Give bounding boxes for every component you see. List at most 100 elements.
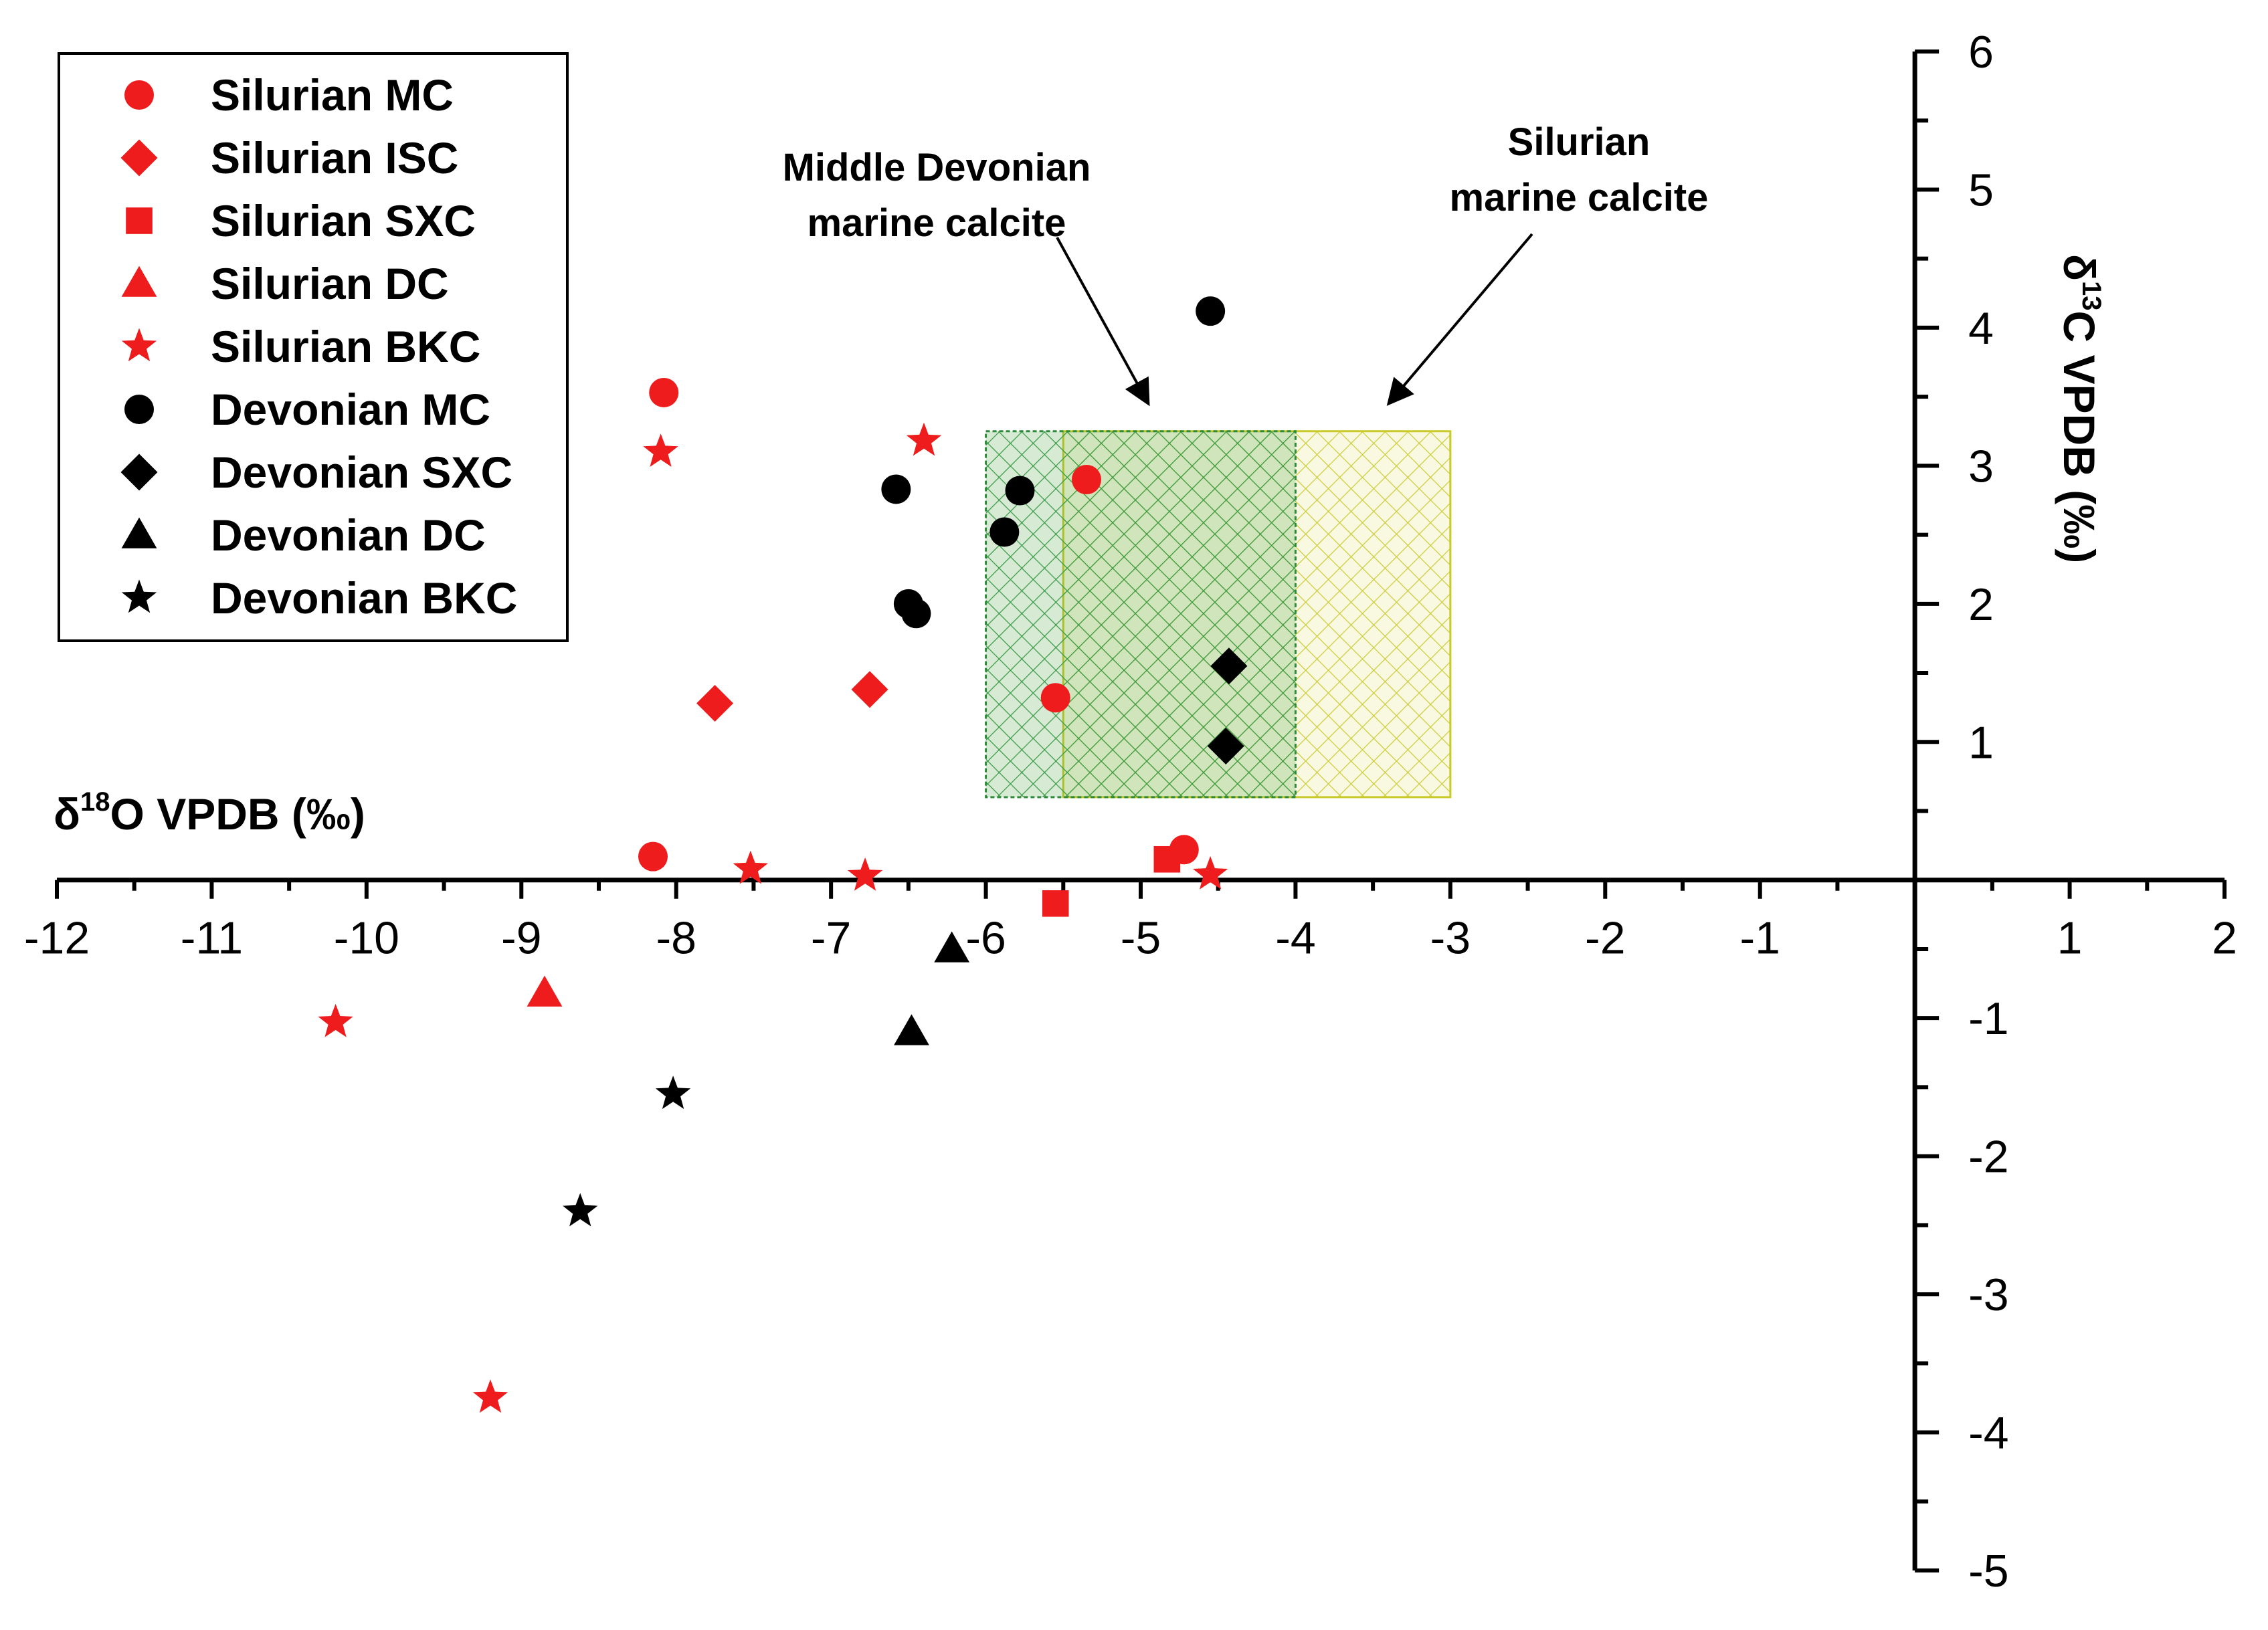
annotation-line: Silurian — [1508, 120, 1650, 164]
series-silurian-sxc — [1042, 845, 1181, 917]
annotation-arrow — [1056, 237, 1150, 407]
annotation-line: Middle Devonian — [783, 146, 1091, 189]
data-point-circle — [989, 517, 1020, 547]
data-point-circle — [1196, 296, 1226, 326]
legend-marker-diamond — [120, 453, 158, 491]
data-point-star — [643, 433, 678, 467]
legend-label: Devonian BKC — [211, 573, 517, 623]
y-axis-title-rest: C VPDB (‰) — [2055, 311, 2104, 564]
data-point-star — [906, 422, 942, 456]
legend: Silurian MC Silurian ISC Silurian SXC Silur… — [58, 52, 569, 642]
data-point-diamond — [851, 671, 888, 708]
x-tick-label: -1 — [1739, 913, 1780, 964]
legend-label: Silurian DC — [211, 259, 449, 308]
data-point-diamond — [1210, 647, 1248, 685]
data-point-circle — [649, 377, 679, 407]
data-point-square — [1042, 890, 1069, 917]
x-tick-label: -10 — [334, 913, 399, 964]
series-devonian-bkc — [563, 1076, 691, 1227]
data-point-star — [655, 1076, 691, 1109]
data-point-circle — [901, 599, 931, 629]
y-tick-label: 3 — [1968, 441, 1994, 492]
data-point-circle — [1040, 683, 1070, 713]
legend-marker-square — [126, 207, 153, 234]
data-point-triangle — [527, 975, 563, 1007]
series-devonian-dc — [894, 931, 970, 1045]
legend-marker-circle — [124, 80, 154, 110]
legend-label: Silurian MC — [211, 70, 454, 120]
legend-item: Silurian BKC — [121, 322, 480, 371]
legend-label: Silurian SXC — [211, 196, 476, 245]
data-point-square — [1153, 845, 1181, 873]
x-axis-title-prefix: δ — [54, 789, 80, 839]
x-tick-label: -5 — [1121, 913, 1161, 964]
x-tick-label: -4 — [1275, 913, 1315, 964]
series-silurian-bkc — [318, 422, 1228, 1413]
y-tick-label: -1 — [1968, 993, 2008, 1044]
y-tick-label: -3 — [1968, 1269, 2008, 1320]
y-tick-label: 1 — [1968, 717, 1994, 768]
region-middle-devonian — [985, 430, 1297, 799]
x-axis-title-rest: O VPDB (‰) — [110, 789, 365, 839]
legend-item: Silurian ISC — [120, 133, 458, 183]
series-silurian-mc — [638, 377, 1199, 872]
data-point-star — [563, 1193, 598, 1227]
y-tick-label: -5 — [1968, 1546, 2008, 1597]
data-point-circle — [1072, 465, 1101, 495]
region-border — [985, 430, 1297, 799]
x-tick-label: -6 — [965, 913, 1006, 964]
y-tick-label: 6 — [1968, 27, 1994, 78]
annotation-line: marine calcite — [808, 201, 1066, 245]
data-point-circle — [1005, 476, 1035, 506]
axes: -12 -11 -10 -9 -8 -7 -6 -5 -4 -3 -2 -1 1 2654321-1-2-… — [24, 27, 2237, 1597]
annotation-silurian: Silurian marine calcite — [1386, 120, 1709, 406]
legend-item: Devonian DC — [121, 510, 486, 560]
legend-label: Silurian BKC — [211, 322, 480, 371]
legend-marker-star — [121, 328, 157, 362]
data-point-star — [847, 857, 883, 891]
annotations: Middle Devonian marine calcite Silurian mar… — [783, 120, 1709, 407]
legend-item: Silurian MC — [124, 70, 454, 120]
x-tick-label: -11 — [181, 913, 243, 964]
x-tick-label: 1 — [2057, 913, 2083, 964]
marine-calcite-regions — [985, 430, 1452, 799]
legend-item: Silurian DC — [121, 259, 449, 308]
series-devonian-mc — [881, 296, 1226, 629]
legend-item: Devonian SXC — [120, 447, 512, 497]
annotation-arrow — [1386, 233, 1533, 406]
y-tick-label: 2 — [1968, 579, 1994, 630]
x-tick-label: -3 — [1430, 913, 1471, 964]
legend-label: Devonian MC — [211, 385, 490, 434]
legend-item: Silurian SXC — [126, 196, 476, 245]
data-points — [318, 296, 1248, 1413]
legend-label: Silurian ISC — [211, 133, 458, 183]
legend-marker-diamond — [120, 139, 158, 177]
data-point-triangle — [894, 1014, 929, 1045]
legend-label: Devonian DC — [211, 510, 486, 560]
legend-label: Devonian SXC — [211, 447, 512, 497]
series-silurian-isc — [696, 671, 888, 722]
x-tick-label: -12 — [24, 913, 90, 964]
legend-marker-circle — [124, 395, 154, 424]
region-hatch — [985, 431, 1296, 797]
x-axis-title: δ18O VPDB (‰) — [54, 787, 365, 839]
x-tick-label: -9 — [501, 913, 541, 964]
x-tick-label: -8 — [656, 913, 696, 964]
y-tick-label: 4 — [1968, 303, 1994, 354]
y-axis-title: δ13C VPDB (‰) — [2055, 254, 2106, 563]
y-tick-label: 5 — [1968, 165, 1994, 215]
data-point-diamond — [696, 684, 734, 722]
series-devonian-sxc — [1207, 647, 1248, 765]
annotation-line: marine calcite — [1450, 176, 1709, 219]
y-axis-title-prefix: δ — [2055, 254, 2104, 281]
legend-items: Silurian MC Silurian ISC Silurian SXC Silur… — [120, 70, 517, 623]
data-point-circle — [638, 841, 668, 872]
data-point-diamond — [1207, 727, 1244, 765]
x-tick-label: -7 — [811, 913, 851, 964]
legend-item: Devonian MC — [124, 385, 490, 434]
legend-marker-star — [121, 579, 157, 613]
annotation-middle-devonian: Middle Devonian marine calcite — [783, 146, 1150, 407]
x-tick-label: -2 — [1585, 913, 1625, 964]
legend-marker-triangle — [121, 517, 157, 548]
